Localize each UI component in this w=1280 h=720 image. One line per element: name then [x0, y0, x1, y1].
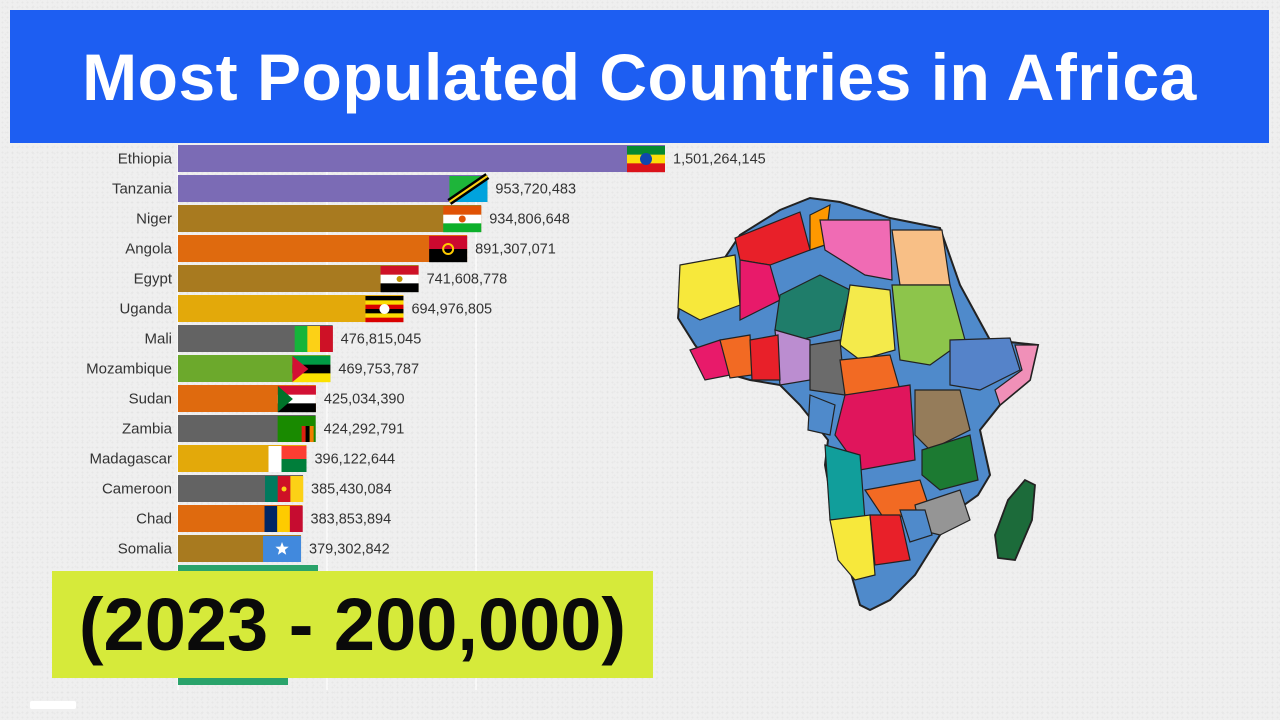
uganda-flag-icon	[365, 296, 404, 323]
value-label: 379,302,842	[309, 542, 390, 558]
value-label: 1,501,264,145	[673, 152, 766, 168]
category-label: Somalia	[118, 541, 173, 558]
ethiopia-flag-icon	[627, 146, 665, 173]
value-label: 891,307,071	[475, 242, 556, 258]
category-label: Madagascar	[89, 451, 172, 468]
value-label: 385,430,084	[311, 482, 392, 498]
category-label: Sudan	[129, 391, 172, 408]
bar-angola	[178, 235, 468, 262]
cameroon-flag-icon	[265, 476, 304, 502]
madagascar-shape	[994, 478, 1036, 561]
value-label: 469,753,787	[338, 362, 419, 378]
progress-indicator	[30, 701, 76, 709]
value-label: 424,292,791	[324, 422, 405, 438]
zambia-flag-icon	[277, 416, 316, 442]
value-label: 476,815,045	[341, 332, 422, 348]
bar-chart: Ethiopia 1,501,264,145 Tanzania 953,720,483…	[86, 145, 766, 690]
year-range-label: (2023 - 200,000)	[78, 583, 627, 666]
category-label: Uganda	[119, 301, 172, 318]
bar-niger	[178, 205, 482, 232]
angola-flag-icon	[429, 236, 468, 263]
somalia-flag-icon	[263, 536, 302, 562]
niger-flag-icon	[443, 206, 482, 233]
chad-flag-icon	[264, 506, 303, 532]
category-label: Niger	[136, 211, 172, 228]
egypt-flag-icon	[380, 266, 419, 293]
value-label: 396,122,644	[314, 452, 395, 468]
category-label: Angola	[125, 241, 172, 258]
mali-flag-icon	[294, 326, 333, 352]
value-label: 934,806,648	[489, 212, 570, 228]
mozambique-flag-icon	[292, 356, 331, 383]
madagascar-flag-icon	[268, 446, 307, 472]
title-banner: Most Populated Countries in Africa	[10, 10, 1269, 143]
category-label: Mozambique	[86, 361, 172, 378]
value-label: 694,976,805	[411, 302, 492, 318]
category-label: Mali	[144, 331, 172, 348]
value-label: 741,608,778	[427, 272, 508, 288]
value-label: 425,034,390	[324, 392, 405, 408]
category-label: Ethiopia	[118, 151, 173, 168]
bar-tanzania	[178, 175, 488, 202]
tanzania-flag-icon	[447, 173, 490, 205]
category-label: Chad	[136, 511, 172, 528]
chart-title: Most Populated Countries in Africa	[82, 39, 1197, 114]
category-label: Cameroon	[102, 481, 172, 498]
category-label: Egypt	[134, 271, 173, 288]
africa-map-icon	[676, 196, 1040, 612]
category-label: Zambia	[122, 421, 173, 438]
value-label: 383,853,894	[311, 512, 392, 528]
bar-ethiopia	[178, 145, 665, 172]
year-range-box: (2023 - 200,000)	[52, 571, 653, 678]
value-label: 953,720,483	[495, 182, 576, 198]
category-label: Tanzania	[112, 181, 173, 198]
bar-egypt	[178, 265, 419, 292]
sudan-flag-icon	[277, 386, 316, 413]
